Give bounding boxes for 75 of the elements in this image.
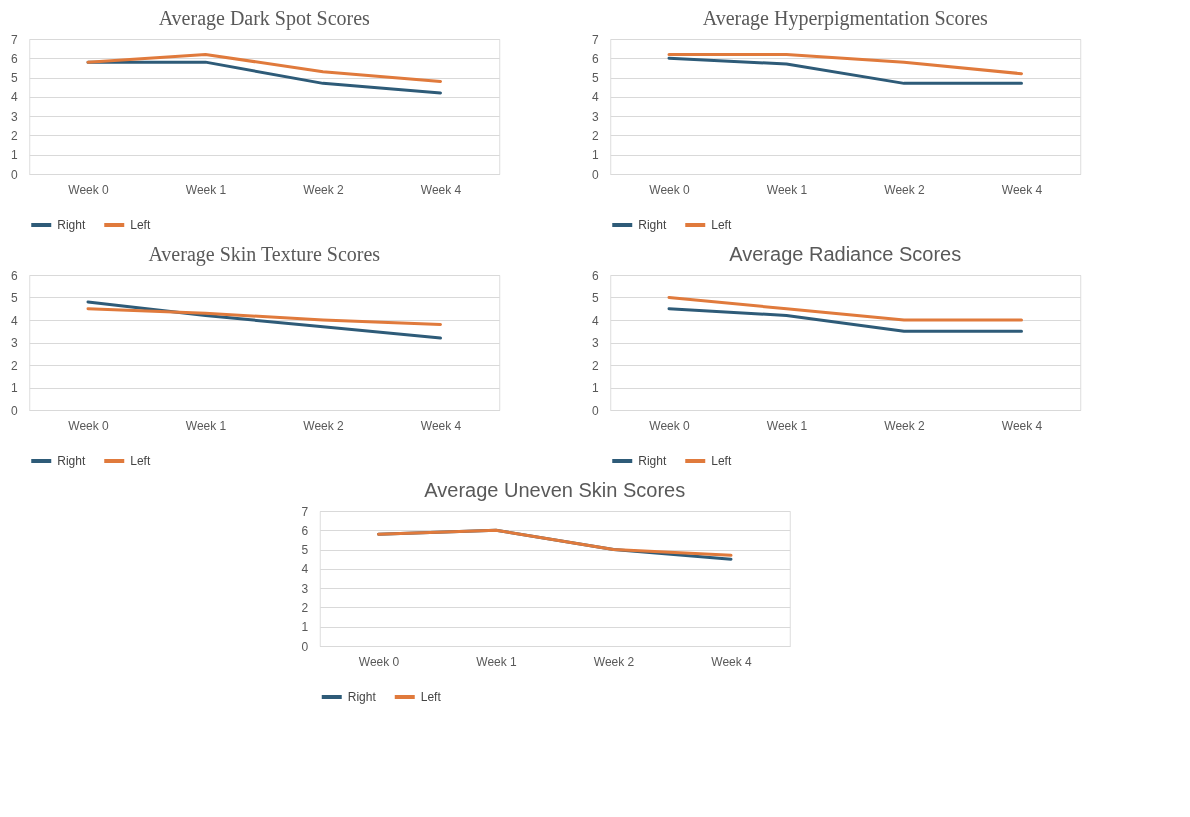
x-tick-label: Week 0 <box>358 654 400 669</box>
y-tick-label: 2 <box>592 358 600 373</box>
x-tick-label: Week 1 <box>185 182 227 197</box>
y-tick-label: 3 <box>11 109 19 124</box>
y-tick-label: 2 <box>11 128 19 143</box>
chart-title: Average Dark Spot Scores <box>158 7 371 30</box>
y-tick-label: 4 <box>592 313 600 328</box>
line-series <box>86 307 442 326</box>
y-tick-label: 7 <box>592 32 600 47</box>
x-tick-label: Week 4 <box>1001 182 1043 197</box>
x-tick-label: Week 4 <box>420 418 462 433</box>
y-tick-label: 5 <box>11 291 19 305</box>
y-tick-label: 1 <box>592 148 600 163</box>
x-tick-label: Week 1 <box>476 654 518 669</box>
x-tick-label: Week 4 <box>420 182 462 197</box>
legend-label: Right <box>638 454 667 468</box>
y-tick-label: 0 <box>11 403 19 418</box>
y-tick-label: 6 <box>11 51 19 66</box>
x-tick-label: Week 4 <box>1001 418 1043 433</box>
x-tick-label: Week 1 <box>766 182 808 197</box>
y-tick-label: 6 <box>592 268 600 283</box>
legend-label: Left <box>711 218 732 232</box>
y-tick-label: 5 <box>11 71 19 86</box>
chart-title: Average Skin Texture Scores <box>148 243 381 266</box>
y-tick-label: 3 <box>11 336 19 350</box>
x-tick-label: Week 1 <box>185 418 227 433</box>
y-tick-label: 2 <box>11 358 19 373</box>
y-tick-label: 1 <box>301 620 309 635</box>
y-tick-label: 0 <box>592 403 600 418</box>
y-tick-label: 1 <box>592 381 600 395</box>
legend-label: Right <box>57 218 86 232</box>
y-tick-label: 3 <box>301 581 309 596</box>
x-tick-label: Week 0 <box>649 418 691 433</box>
x-tick-label: Week 2 <box>593 654 635 669</box>
y-tick-label: 3 <box>592 109 600 124</box>
legend-label: Left <box>420 690 442 704</box>
y-tick-label: 0 <box>592 167 600 182</box>
y-tick-label: 6 <box>592 51 600 66</box>
x-tick-label: Week 2 <box>303 182 345 197</box>
y-tick-label: 4 <box>11 90 19 105</box>
legend-label: Left <box>130 454 151 468</box>
x-tick-label: Week 2 <box>303 418 345 433</box>
legend-label: Left <box>711 454 732 468</box>
y-tick-label: 2 <box>592 128 600 143</box>
legend-label: Right <box>57 454 86 468</box>
x-tick-label: Week 2 <box>884 182 926 197</box>
y-tick-label: 4 <box>592 90 600 105</box>
y-tick-label: 3 <box>592 336 600 350</box>
x-tick-label: Week 1 <box>766 418 808 433</box>
y-tick-label: 7 <box>11 32 19 47</box>
x-tick-label: Week 0 <box>649 182 691 197</box>
y-tick-label: 0 <box>301 639 309 654</box>
chart-title: Average Hyperpigmentation Scores <box>702 7 989 30</box>
x-tick-label: Week 0 <box>68 418 110 433</box>
y-tick-label: 2 <box>301 600 309 615</box>
y-tick-label: 1 <box>11 381 19 395</box>
y-tick-label: 5 <box>301 543 309 558</box>
y-tick-label: 0 <box>11 167 19 182</box>
legend-label: Right <box>347 690 377 704</box>
y-tick-label: 5 <box>592 291 600 305</box>
x-tick-label: Week 2 <box>884 418 926 433</box>
y-tick-label: 6 <box>301 523 309 538</box>
x-tick-label: Week 4 <box>711 654 753 669</box>
y-tick-label: 4 <box>301 562 309 577</box>
y-tick-label: 4 <box>11 313 19 328</box>
legend-label: Left <box>130 218 151 232</box>
y-tick-label: 7 <box>301 504 309 519</box>
legend-label: Right <box>638 218 667 232</box>
x-tick-label: Week 0 <box>68 182 110 197</box>
y-tick-label: 6 <box>11 268 19 283</box>
y-tick-label: 5 <box>592 71 600 86</box>
chart-title: Average Uneven Skin Scores <box>424 479 686 501</box>
chart-title: Average Radiance Scores <box>729 243 962 265</box>
line-series <box>86 52 442 83</box>
y-tick-label: 1 <box>11 148 19 163</box>
